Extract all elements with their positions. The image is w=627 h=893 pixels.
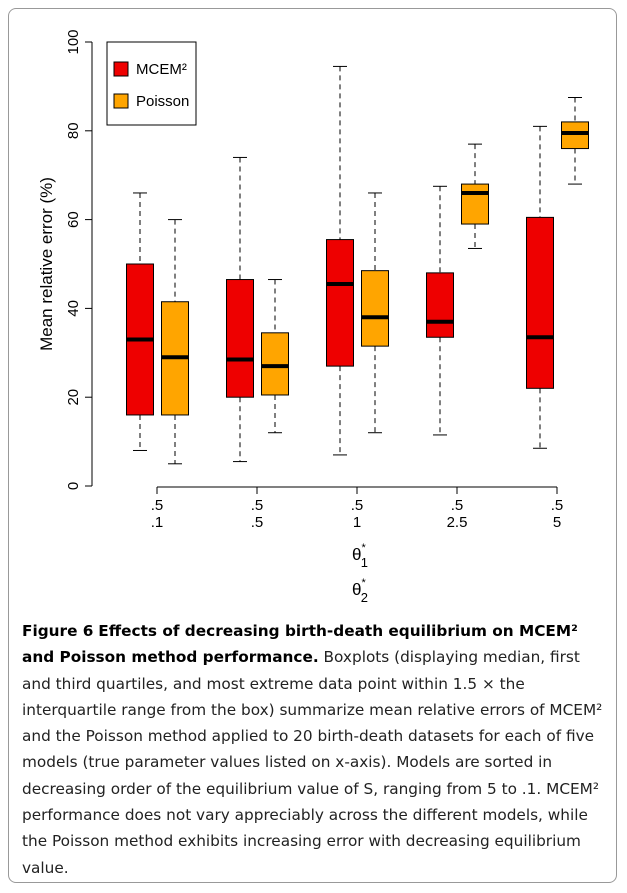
- x-label-sup: *: [361, 542, 366, 554]
- x-tick-label: .5: [151, 497, 164, 514]
- box: [226, 279, 254, 398]
- x-tick-label: .5: [251, 514, 264, 531]
- legend-label: MCEM²: [136, 61, 187, 78]
- x-label-base: θ: [352, 545, 361, 564]
- chart: Mean relative error (%) 020406080100.5.1…: [37, 29, 589, 605]
- x-label-sub: 1: [361, 555, 368, 570]
- legend-swatch: [113, 93, 129, 109]
- y-axis-label: Mean relative error (%): [37, 177, 56, 351]
- caption-label: Figure 6: [22, 622, 94, 640]
- caption: Figure 6 Effects of decreasing birth-dea…: [22, 618, 610, 881]
- box: [426, 272, 454, 338]
- x-label-sub: 2: [361, 590, 368, 605]
- y-tick-label: 20: [65, 389, 82, 406]
- caption-body: Boxplots (displaying median, first and t…: [22, 648, 603, 877]
- box: [326, 239, 354, 367]
- box: [561, 121, 589, 150]
- y-tick-label: 0: [65, 482, 82, 490]
- box: [461, 183, 489, 225]
- x-tick-label: .5: [551, 497, 564, 514]
- x-tick-label: .5: [351, 497, 364, 514]
- y-tick-label: 80: [65, 122, 82, 139]
- box: [261, 332, 289, 396]
- caption-title: Effects of decreasing birth-death equili…: [22, 622, 578, 667]
- x-tick-label: 1: [353, 514, 361, 531]
- figure-border: [8, 8, 617, 883]
- y-tick-label: 60: [65, 211, 82, 228]
- x-tick-label: 5: [553, 514, 561, 531]
- x-tick-label: 2.5: [447, 514, 468, 531]
- y-tick-label: 40: [65, 300, 82, 317]
- x-label-base: θ: [352, 580, 361, 599]
- x-tick-label: .5: [251, 497, 264, 514]
- x-axis-label: θ* 1: [352, 542, 368, 570]
- legend-label: Poisson: [136, 93, 189, 110]
- legend-box: [106, 41, 197, 126]
- x-label-sup: *: [361, 577, 366, 589]
- x-axis-label: θ* 2: [352, 577, 368, 605]
- y-tick-label: 100: [65, 29, 82, 54]
- x-tick-label: .1: [151, 514, 164, 531]
- legend-swatch: [113, 61, 129, 77]
- x-tick-label: .5: [451, 497, 464, 514]
- box: [526, 216, 554, 389]
- box: [361, 270, 389, 347]
